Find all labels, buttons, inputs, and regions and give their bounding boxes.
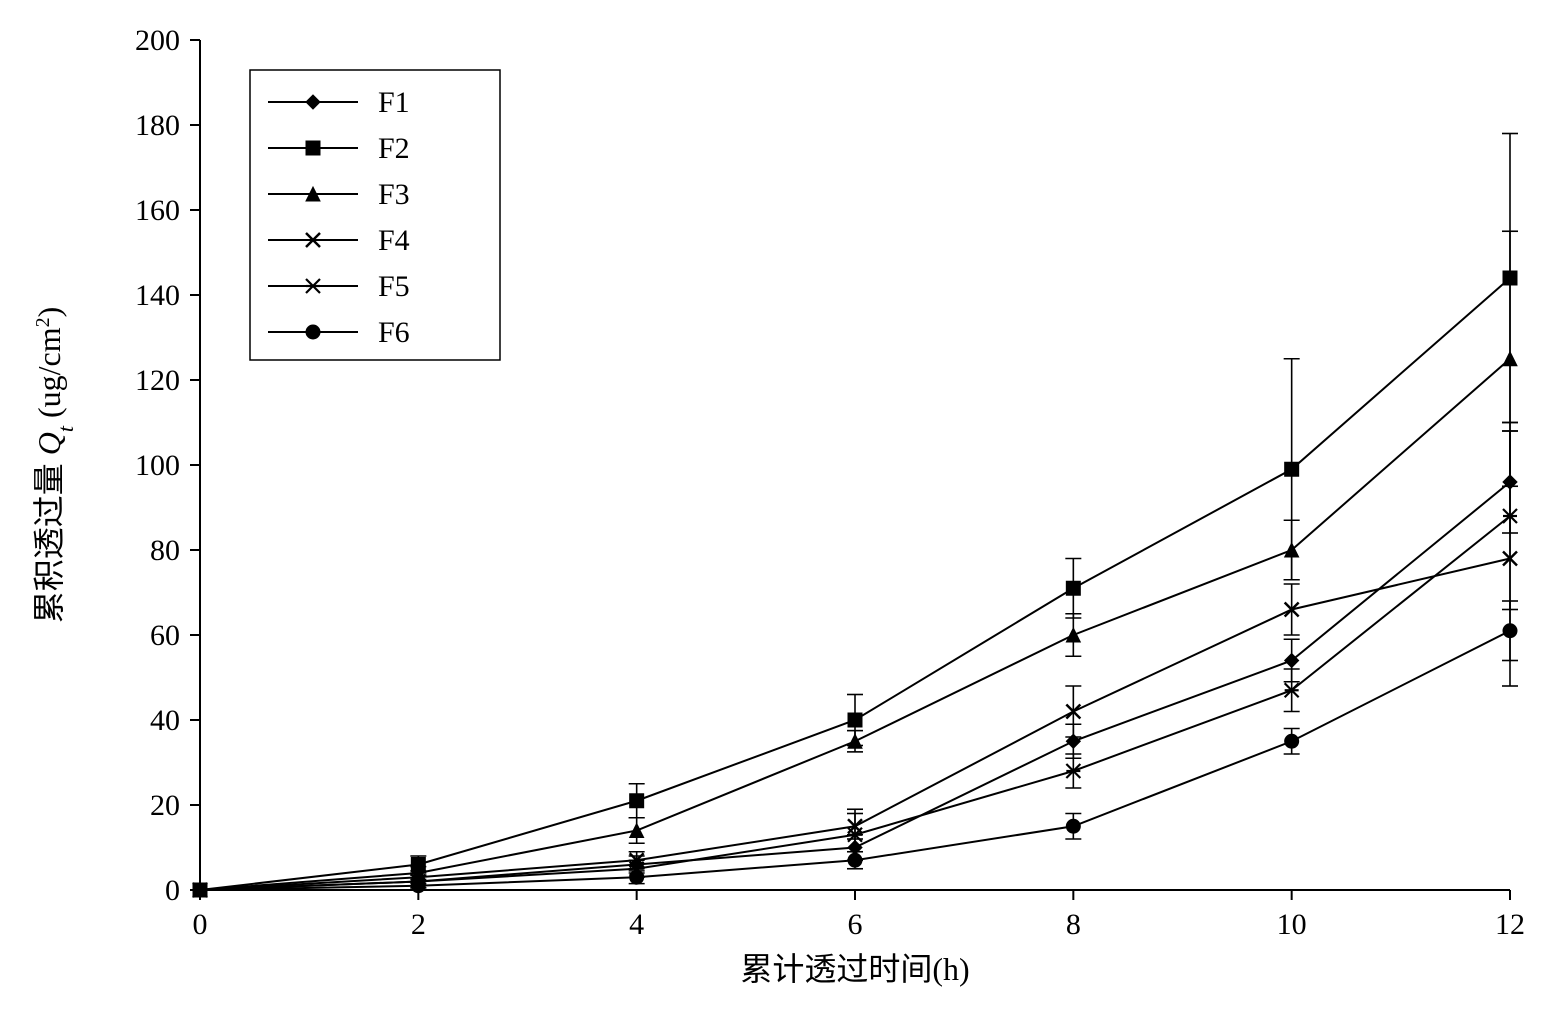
y-tick-label: 0 bbox=[165, 874, 180, 907]
y-tick-label: 80 bbox=[150, 534, 180, 567]
legend-label-F5: F5 bbox=[378, 270, 410, 303]
y-tick-label: 140 bbox=[135, 279, 180, 312]
x-tick-label: 12 bbox=[1495, 908, 1525, 941]
y-tick-label: 120 bbox=[135, 364, 180, 397]
y-tick-label: 20 bbox=[150, 789, 180, 822]
x-tick-label: 2 bbox=[411, 908, 426, 941]
chart-container: 0 20 40 60 80 100 120 140 160 180 200 0 2 4 6 8 10 12 累计透过… bbox=[0, 0, 1567, 1011]
x-tick-label: 8 bbox=[1066, 908, 1081, 941]
legend-label-F1: F1 bbox=[378, 86, 410, 119]
y-tick-label: 200 bbox=[135, 24, 180, 57]
legend-label-F6: F6 bbox=[378, 316, 410, 349]
legend-label-F4: F4 bbox=[378, 224, 410, 257]
x-tick-label: 0 bbox=[193, 908, 208, 941]
y-tick-label: 60 bbox=[150, 619, 180, 652]
x-axis-title: 累计透过时间(h) bbox=[740, 951, 969, 987]
y-tick-label: 100 bbox=[135, 449, 180, 482]
y-tick-label: 40 bbox=[150, 704, 180, 737]
line-chart-svg: 0 20 40 60 80 100 120 140 160 180 200 0 2 4 6 8 10 12 累计透过… bbox=[0, 0, 1567, 1011]
x-tick-label: 6 bbox=[848, 908, 863, 941]
y-tick-label: 180 bbox=[135, 109, 180, 142]
legend-label-F2: F2 bbox=[378, 132, 410, 165]
x-tick-label: 10 bbox=[1277, 908, 1307, 941]
legend-label-F3: F3 bbox=[378, 178, 410, 211]
x-tick-label: 4 bbox=[629, 908, 644, 941]
y-tick-label: 160 bbox=[135, 194, 180, 227]
